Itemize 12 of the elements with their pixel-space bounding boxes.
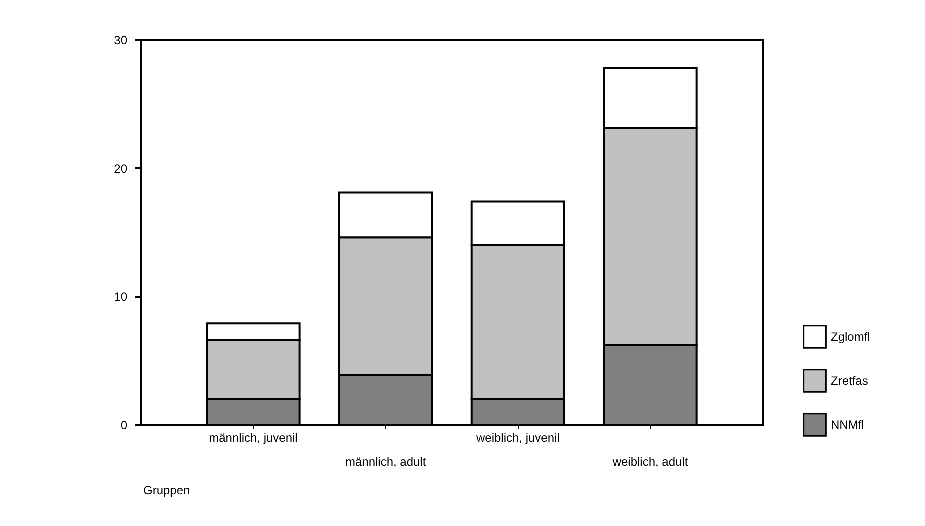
- y-tick-label: 10: [114, 290, 128, 304]
- legend-label: Zretfas: [831, 374, 868, 388]
- x-tick-label: weiblich, adult: [612, 455, 689, 469]
- legend-label: Zglomfl: [831, 330, 870, 344]
- legend-label: NNMfl: [831, 418, 864, 432]
- x-axis-title: Gruppen: [144, 484, 190, 498]
- x-tick-label: weiblich, juvenil: [475, 431, 560, 445]
- x-tick-label: männlich, adult: [345, 455, 427, 469]
- y-tick-label: 20: [114, 162, 128, 176]
- x-tick-label: männlich, juvenil: [209, 431, 298, 445]
- y-tick-label: 30: [114, 34, 128, 48]
- y-tick-label: 0: [120, 418, 128, 432]
